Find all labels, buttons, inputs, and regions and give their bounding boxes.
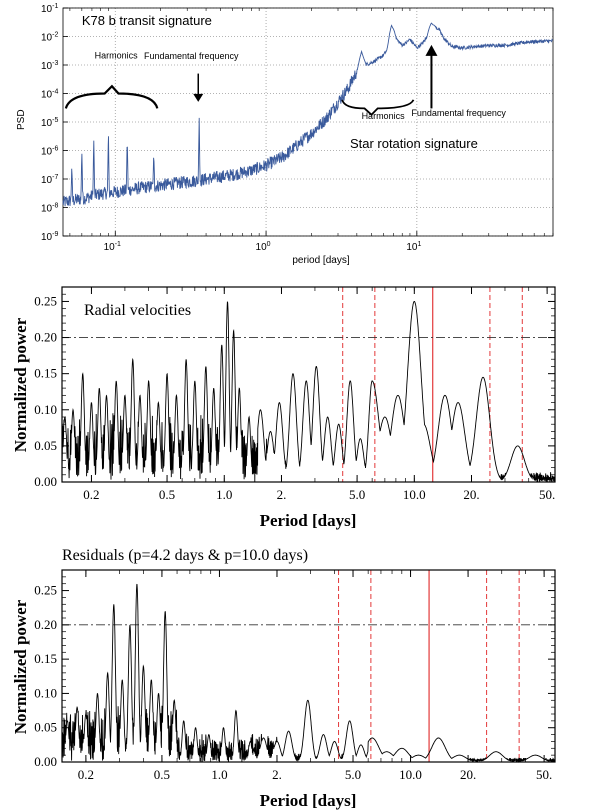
rv-x-tick-label: 10.0 [403,487,426,502]
psd-chart: 10-1 100 10110-910-810-710-610-510-410-310… [16,3,554,266]
psd-y-tick-exp: -1 [52,3,58,10]
psd-y-tick-base: 10 [41,61,53,72]
rv-y-axis-label: Normalized power [11,317,30,452]
psd-y-tick-label: 10-2 [41,32,58,44]
psd-y-tick-base: 10 [41,90,53,101]
harmonics-label-left: Harmonics [95,50,139,60]
psd-x-tick-base: 10 [406,242,418,253]
residuals-panel-title: Residuals (p=4.2 days & p=10.0 days) [62,547,308,564]
residuals-y-axis-label: Normalized power [11,599,30,734]
rv-y-tick-label: 0.25 [34,293,57,308]
residuals-x-tick-label: 5.0 [345,767,361,782]
rv-y-tick-label: 0.00 [34,474,57,489]
psd-y-tick-label: 10-5 [41,117,58,129]
psd-y-tick-exp: -4 [52,89,58,96]
residuals-x-tick-label: 2. [272,767,282,782]
psd-y-tick-label: 10-4 [41,89,58,101]
psd-y-tick-exp: -2 [52,32,58,39]
psd-annotations: K78 b transit signature Harmonics Fundamen… [64,13,506,151]
psd-y-tick-base: 10 [41,33,53,44]
psd-y-tick-exp: -9 [52,231,58,238]
psd-y-tick-base: 10 [41,232,53,243]
psd-y-tick-exp: -3 [52,60,58,67]
psd-y-tick-label: 10-3 [41,60,58,72]
rv-x-tick-label: 1.0 [216,487,232,502]
rv-y-tick-label: 0.15 [34,366,57,381]
rv-x-axis-label: Period [days] [260,511,357,530]
rv-y-tick-label: 0.05 [34,438,57,453]
psd-y-tick-label: 10-6 [41,146,58,158]
residuals-y-tick-label: 0.15 [34,651,57,666]
psd-grid [63,7,553,237]
rv-x-tick-label: 0.5 [159,487,175,502]
rv-x-tick-label: 50. [539,487,555,502]
residuals-x-tick-label: 20. [460,767,476,782]
rv-periodogram: 0.2 0.5 1.0 2. 5.0 10.0 20. 50. 0.00 0.05 0.10 0.15… [11,286,556,530]
fundamental-arrowhead-right [425,44,438,56]
residuals-x-tick-label: 50. [536,767,552,782]
psd-y-axis-label: PSD [16,109,27,130]
rv-x-tick-label: 0.2 [83,487,99,502]
residuals-periodogram-line [61,583,556,763]
harmonics-label-right: Harmonics [362,111,406,121]
residuals-plot-area: 0.2 0.5 1.0 2. 5.0 10.0 20. 50. 0.00 0.05 0.10 0.15… [34,569,556,782]
rv-y-tick-label: 0.10 [34,402,57,417]
residuals-x-tick-label: 10.0 [399,767,422,782]
residuals-y-tick-label: 0.00 [34,754,57,769]
psd-x-tick-exp: 0 [267,241,271,248]
psd-y-tick-base: 10 [41,204,53,215]
psd-x-tick-label: 100 [256,241,271,253]
psd-x-tick-exp: 1 [417,241,421,248]
psd-y-tick-base: 10 [41,4,53,15]
residuals-x-tick-label: 0.2 [78,767,94,782]
rv-panel-title: Radial velocities [84,302,191,319]
rv-x-tick-label: 2. [277,487,287,502]
star-rotation-label: Star rotation signature [350,136,478,151]
psd-x-tick-label: 101 [406,241,421,253]
rv-periodogram-line [61,301,556,483]
rv-x-tick-label: 5.0 [349,487,365,502]
transit-signature-label: K78 b transit signature [82,13,212,28]
residuals-x-tick-label: 1.0 [211,767,227,782]
residuals-x-axis-label: Period [days] [260,791,357,810]
psd-y-tick-label: 10-8 [41,203,58,215]
psd-y-tick-base: 10 [41,147,53,158]
psd-y-tick-base: 10 [41,118,53,129]
residuals-y-tick-label: 0.20 [34,617,57,632]
psd-x-tick-base: 10 [256,242,268,253]
fundamental-label-left: Fundamental frequency [144,51,239,61]
harmonics-brace-left [64,84,159,109]
rv-plot-area: 0.2 0.5 1.0 2. 5.0 10.0 20. 50. 0.00 0.05 0.10 0.15… [34,286,556,502]
psd-axes: 10-1 100 10110-910-810-710-610-510-410-310… [41,3,554,253]
psd-y-tick-base: 10 [41,175,53,186]
residuals-periodogram: 0.2 0.5 1.0 2. 5.0 10.0 20. 50. 0.00 0.05 0.10 0.15… [11,547,556,810]
residuals-x-tick-label: 0.5 [154,767,170,782]
psd-y-tick-exp: -8 [52,203,58,210]
rv-y-tick-label: 0.20 [34,330,57,345]
fundamental-label-right: Fundamental frequency [411,108,506,118]
psd-y-tick-exp: -7 [52,174,58,181]
residuals-y-tick-label: 0.05 [34,720,57,735]
psd-y-tick-label: 10-1 [41,3,58,15]
residuals-y-tick-label: 0.25 [34,583,57,598]
psd-x-tick-label: 10-1 [104,241,121,253]
psd-frame [62,7,554,237]
psd-y-tick-label: 10-9 [41,231,58,243]
psd-y-tick-exp: -6 [52,146,58,153]
psd-y-tick-exp: -5 [52,117,58,124]
psd-series-line [62,22,553,207]
psd-x-tick-exp: -1 [115,241,121,248]
psd-series [62,22,553,207]
rv-frame [61,286,556,483]
psd-y-tick-label: 10-7 [41,174,58,186]
psd-x-axis-label: period [days] [292,255,349,266]
harmonics-brace-right [341,99,415,116]
psd-x-tick-base: 10 [104,242,116,253]
rv-x-tick-label: 20. [463,487,479,502]
residuals-y-tick-label: 0.10 [34,685,57,700]
fundamental-arrowhead-left [193,93,204,102]
